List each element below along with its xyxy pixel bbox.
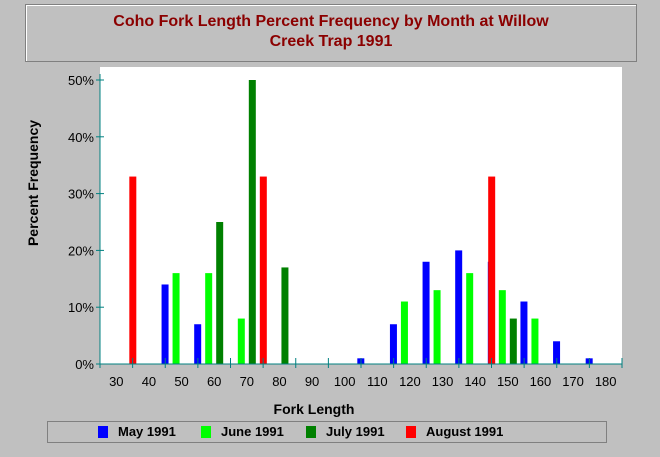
bar xyxy=(172,273,180,364)
chart-svg: 0% 10% 20% 30% 40% 50% 30 40 50 60 70 80 90 100 110 12… xyxy=(25,67,623,417)
bar xyxy=(129,176,137,364)
chart-title-line-1: Coho Fork Length Percent Frequency by Mo… xyxy=(113,13,549,30)
bar xyxy=(400,301,408,364)
legend-label: May 1991 xyxy=(118,424,176,439)
y-tick-label: 0% xyxy=(75,357,94,372)
y-tick-label: 40% xyxy=(68,130,94,145)
bar xyxy=(389,324,397,364)
y-tick-label: 20% xyxy=(68,243,94,258)
legend-swatch xyxy=(98,426,108,438)
legend-label: June 1991 xyxy=(221,424,284,439)
x-tick-label: 110 xyxy=(367,374,388,389)
x-tick-label: 50 xyxy=(174,374,188,389)
legend-swatch xyxy=(306,426,316,438)
bar xyxy=(520,301,528,364)
bar xyxy=(216,222,224,364)
x-tick-label: 100 xyxy=(334,374,356,389)
x-tick-label: 30 xyxy=(109,374,123,389)
legend-swatch xyxy=(406,426,416,438)
x-axis-label: Fork Length xyxy=(274,401,355,417)
bar xyxy=(281,267,289,364)
bar xyxy=(488,176,496,364)
plot-area xyxy=(100,67,622,364)
bar xyxy=(498,290,506,364)
bar xyxy=(237,318,245,364)
bar xyxy=(205,273,213,364)
y-tick-label: 10% xyxy=(68,300,94,315)
bar xyxy=(248,80,256,364)
legend-swatch xyxy=(201,426,211,438)
bar xyxy=(531,318,539,364)
x-tick-label: 160 xyxy=(530,374,552,389)
chart-title-line-2: Creek Trap 1991 xyxy=(269,33,393,50)
legend-label: August 1991 xyxy=(426,424,504,439)
bar xyxy=(259,176,267,364)
x-tick-label: 120 xyxy=(399,374,421,389)
legend-label: July 1991 xyxy=(326,424,385,439)
x-tick-label: 140 xyxy=(464,374,486,389)
x-tick-label: 40 xyxy=(142,374,156,389)
bar xyxy=(433,290,441,364)
x-tick-label: 90 xyxy=(305,374,319,389)
bar xyxy=(422,261,430,364)
y-axis-label: Percent Frequency xyxy=(25,120,41,246)
x-tick-label: 130 xyxy=(432,374,454,389)
bar xyxy=(509,318,517,364)
y-tick-label: 50% xyxy=(68,73,94,88)
y-axis: 0% 10% 20% 30% 40% 50% xyxy=(68,73,104,372)
x-tick-label: 170 xyxy=(562,374,584,389)
x-tick-label: 150 xyxy=(497,374,519,389)
legend: May 1991 June 1991 July 1991 August 1991 xyxy=(47,421,607,443)
bar xyxy=(553,341,561,364)
bar xyxy=(194,324,202,364)
chart-title-box: Coho Fork Length Percent Frequency by Mo… xyxy=(25,4,637,62)
x-tick-label: 80 xyxy=(272,374,286,389)
x-tick-label: 180 xyxy=(595,374,617,389)
bar xyxy=(161,284,169,364)
bar xyxy=(466,273,474,364)
y-tick-label: 30% xyxy=(68,187,94,202)
x-tick-label: 60 xyxy=(207,374,221,389)
x-tick-label: 70 xyxy=(240,374,254,389)
x-axis: 30 40 50 60 70 80 90 100 110 120 130 140 150 160 170 18… xyxy=(99,358,623,389)
bar xyxy=(455,250,463,364)
